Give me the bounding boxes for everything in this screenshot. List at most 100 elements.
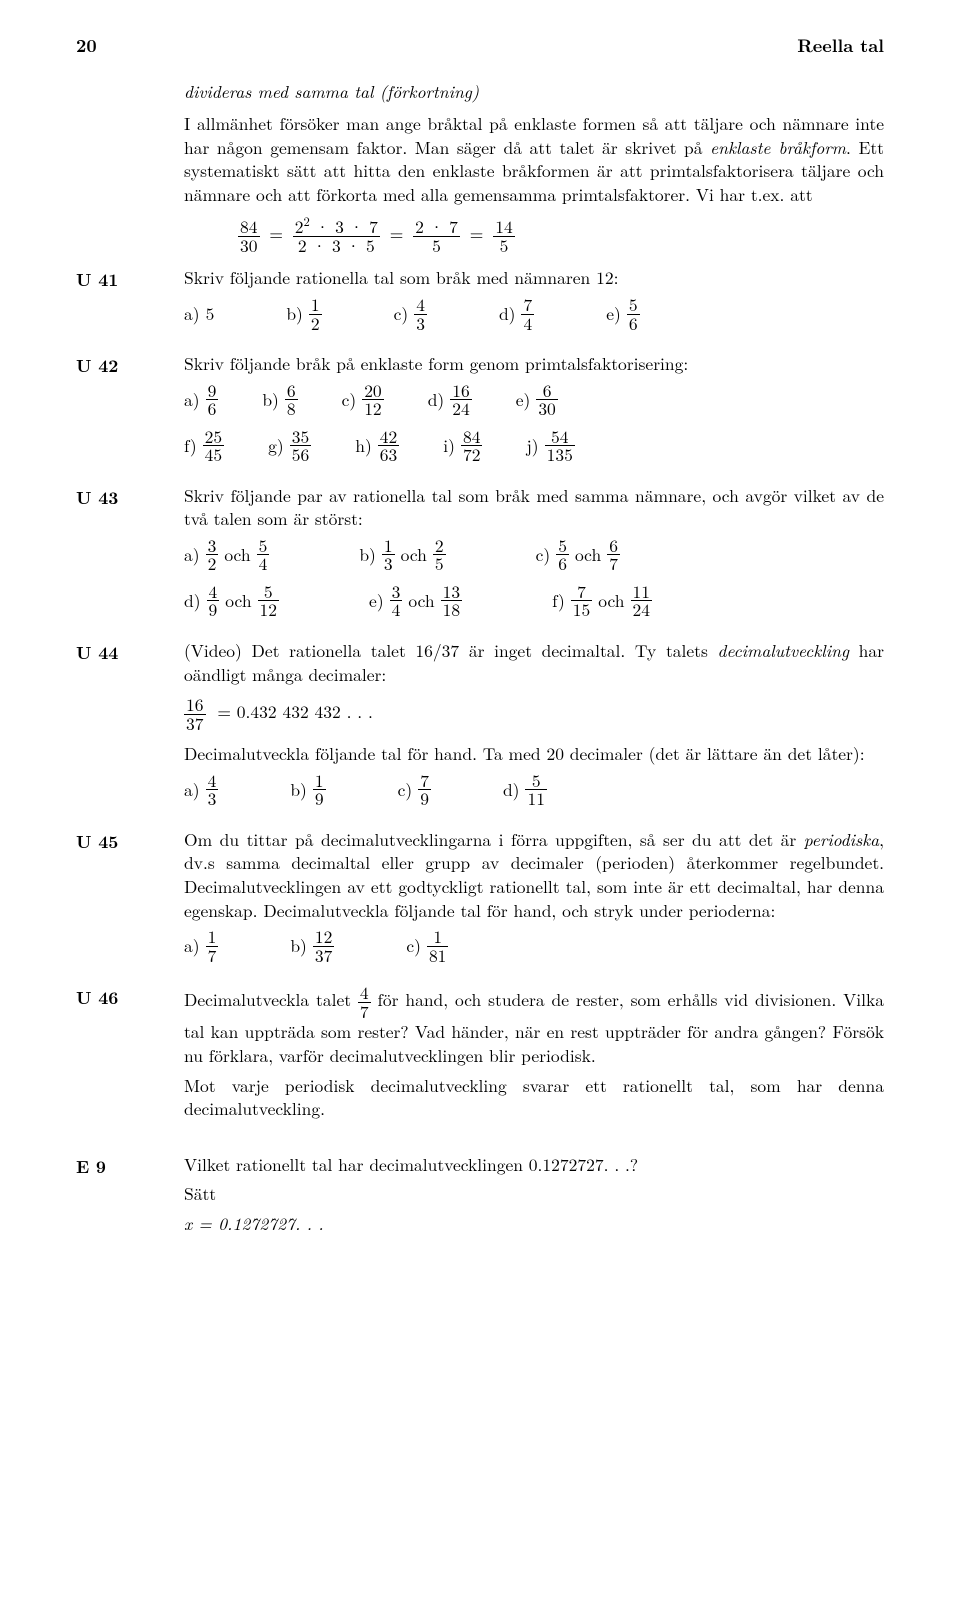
exercise-text: Decimalutveckla talet 47 för hand, och s… [184, 984, 884, 1067]
fraction: 4263 [378, 428, 400, 464]
option: a)43 [184, 772, 218, 808]
exercise-text: (Video) Det rationella talet 16/37 är in… [184, 639, 884, 686]
exercise-u42: U 42 Skriv följande bråk på enklaste for… [76, 352, 884, 472]
exercise-u45: U 45 Om du tittar på decimalutvecklingar… [76, 828, 884, 973]
option: i)8472 [443, 428, 482, 464]
exercise-label: E 9 [76, 1153, 184, 1179]
exercise-u43: U 43 Skriv följande par av rationella ta… [76, 484, 884, 627]
fraction: 49 [207, 583, 220, 619]
intro-line: divideras med samma tal (förkortning) [184, 80, 884, 104]
exercise-text: Decimalutveckla följande tal för hand. T… [184, 742, 884, 766]
display-equation: 1637 = 0.432 432 432 . . . [184, 696, 884, 732]
fraction: 715 [571, 583, 593, 619]
exercise-label: U 43 [76, 484, 184, 510]
fraction: 511 [525, 772, 547, 808]
intro-paragraph: I allmänhet försöker man ange bråktal på… [184, 112, 884, 207]
page: 20 Reella tal divideras med samma tal (f… [0, 0, 960, 1282]
fraction: 2545 [203, 428, 225, 464]
fraction: 13 [382, 537, 395, 573]
option: f)2545 [184, 428, 224, 464]
exercise-u46: U 46 Decimalutveckla talet 47 för hand, … [76, 984, 884, 1127]
fraction: 1318 [441, 583, 463, 619]
exercise-text: Sätt [184, 1182, 884, 1206]
option-row: a)32och54b)13och25c)56och67 [184, 537, 884, 579]
fraction: 512 [258, 583, 280, 619]
fraction: 12 [309, 296, 322, 332]
option-row: f)2545 g)3556 h)4263 i)8472 j)54135 [184, 428, 884, 470]
exercise-text: Skriv följande rationella tal som bråk m… [184, 266, 884, 290]
option: e)56 [606, 296, 639, 332]
fraction: 68 [285, 382, 298, 418]
option: c)181 [406, 928, 448, 964]
option-row: d)49och512 e)34och1318 f)715och1124 [184, 583, 884, 625]
exercise-e9: E 9 Vilket rationellt tal har decimalutv… [76, 1153, 884, 1242]
option: e)34och1318 [369, 583, 462, 619]
chapter-title: Reella tal [797, 34, 884, 58]
display-equation: 8430 = 22 · 3 · 72 · 3 · 5 = 2 · 75 = 14… [238, 218, 884, 254]
fraction: 96 [206, 382, 219, 418]
fraction: 1124 [631, 583, 653, 619]
exercise-label: U 42 [76, 352, 184, 378]
exercise-label: U 45 [76, 828, 184, 854]
option: a)96 [184, 382, 218, 418]
option-row: a)43 b)19 c)79 d)511 [184, 772, 884, 814]
option: j)54135 [526, 428, 574, 464]
fraction: 43 [206, 772, 219, 808]
fraction: 32 [206, 537, 219, 573]
fraction: 79 [418, 772, 431, 808]
option: g)3556 [268, 428, 311, 464]
fraction: 3556 [290, 428, 312, 464]
option: d)1624 [428, 382, 472, 418]
intro-block: divideras med samma tal (förkortning) I … [184, 80, 884, 254]
fraction: 630 [536, 382, 558, 418]
page-number: 20 [76, 34, 97, 58]
exercise-label: U 41 [76, 266, 184, 292]
option: f)715och1124 [552, 583, 652, 619]
option: c)2012 [342, 382, 384, 418]
option: a)17 [184, 928, 218, 964]
option: h)4263 [355, 428, 399, 464]
option: b)12 [286, 296, 321, 332]
fraction: 67 [607, 537, 620, 573]
fraction: 25 [433, 537, 446, 573]
exercise-text: Skriv följande par av rationella tal som… [184, 484, 884, 531]
exercise-text: Mot varje periodisk decimalutveckling sv… [184, 1074, 884, 1121]
fraction: 56 [556, 537, 569, 573]
fraction: 54 [257, 537, 270, 573]
option: d)49och512 [184, 583, 279, 619]
option: a)32och54 [184, 537, 269, 573]
display-equation: x = 0.1272727. . . [184, 1212, 884, 1236]
fraction: 19 [313, 772, 326, 808]
exercise-label: U 46 [76, 984, 184, 1010]
option: d)74 [499, 296, 534, 332]
option-row: a)5 b)12 c)43 d)74 e)56 [184, 296, 884, 338]
exercise-text: Om du tittar på decimalutvecklingarna i … [184, 828, 884, 923]
exercise-u44: U 44 (Video) Det rationella talet 16/37 … [76, 639, 884, 816]
option: b)68 [262, 382, 297, 418]
running-header: 20 Reella tal [76, 34, 884, 58]
fraction: 74 [521, 296, 534, 332]
fraction: 34 [390, 583, 403, 619]
option-row: a)96 b)68 c)2012 d)1624 e)630 [184, 382, 884, 424]
fraction: 1624 [450, 382, 472, 418]
fraction: 1237 [313, 928, 335, 964]
fraction: 181 [427, 928, 449, 964]
option: c)79 [398, 772, 431, 808]
fraction: 2012 [362, 382, 384, 418]
option: b)1237 [290, 928, 334, 964]
option: b)19 [290, 772, 325, 808]
option: c)43 [394, 296, 427, 332]
option: e)630 [516, 382, 558, 418]
exercise-u41: U 41 Skriv följande rationella tal som b… [76, 266, 884, 340]
fraction: 8472 [461, 428, 483, 464]
exercise-text: Vilket rationellt tal har decimalutveckl… [184, 1153, 884, 1177]
option-row: a)17 b)1237 c)181 [184, 928, 884, 970]
exercise-text: Skriv följande bråk på enklaste form gen… [184, 352, 884, 376]
fraction: 56 [627, 296, 640, 332]
option: c)56och67 [536, 537, 620, 573]
option: a)5 [184, 296, 214, 332]
fraction: 43 [414, 296, 427, 332]
fraction: 54135 [545, 428, 575, 464]
option: d)511 [503, 772, 547, 808]
fraction: 17 [206, 928, 219, 964]
